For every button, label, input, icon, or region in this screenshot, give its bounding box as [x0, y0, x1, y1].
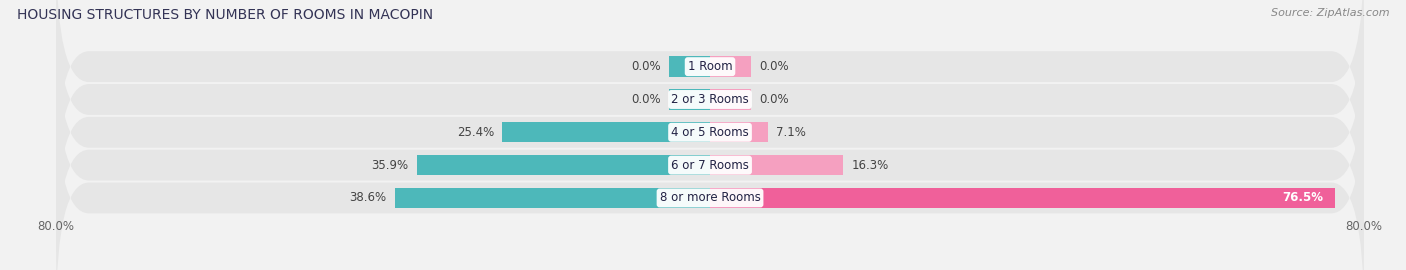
Bar: [416, 155, 710, 175]
Text: 1 Room: 1 Room: [688, 60, 733, 73]
Text: 38.6%: 38.6%: [349, 191, 387, 204]
Text: 7.1%: 7.1%: [776, 126, 806, 139]
Bar: [669, 56, 710, 77]
Text: 16.3%: 16.3%: [852, 158, 889, 172]
Bar: [710, 155, 844, 175]
FancyBboxPatch shape: [56, 82, 1364, 270]
Text: Source: ZipAtlas.com: Source: ZipAtlas.com: [1271, 8, 1389, 18]
Text: HOUSING STRUCTURES BY NUMBER OF ROOMS IN MACOPIN: HOUSING STRUCTURES BY NUMBER OF ROOMS IN…: [17, 8, 433, 22]
Bar: [710, 56, 751, 77]
Text: 0.0%: 0.0%: [759, 60, 789, 73]
Bar: [710, 89, 751, 110]
Text: 0.0%: 0.0%: [759, 93, 789, 106]
Bar: [502, 122, 710, 143]
Text: 2 or 3 Rooms: 2 or 3 Rooms: [671, 93, 749, 106]
FancyBboxPatch shape: [56, 0, 1364, 183]
Bar: [669, 89, 710, 110]
FancyBboxPatch shape: [56, 0, 1364, 215]
Bar: [395, 188, 710, 208]
Text: 8 or more Rooms: 8 or more Rooms: [659, 191, 761, 204]
Text: 4 or 5 Rooms: 4 or 5 Rooms: [671, 126, 749, 139]
Text: 76.5%: 76.5%: [1282, 191, 1323, 204]
FancyBboxPatch shape: [56, 16, 1364, 248]
Bar: [710, 188, 1336, 208]
Text: 6 or 7 Rooms: 6 or 7 Rooms: [671, 158, 749, 172]
Text: 25.4%: 25.4%: [457, 126, 495, 139]
FancyBboxPatch shape: [56, 49, 1364, 270]
Text: 0.0%: 0.0%: [631, 60, 661, 73]
Bar: [710, 122, 768, 143]
Text: 35.9%: 35.9%: [371, 158, 409, 172]
Text: 0.0%: 0.0%: [631, 93, 661, 106]
